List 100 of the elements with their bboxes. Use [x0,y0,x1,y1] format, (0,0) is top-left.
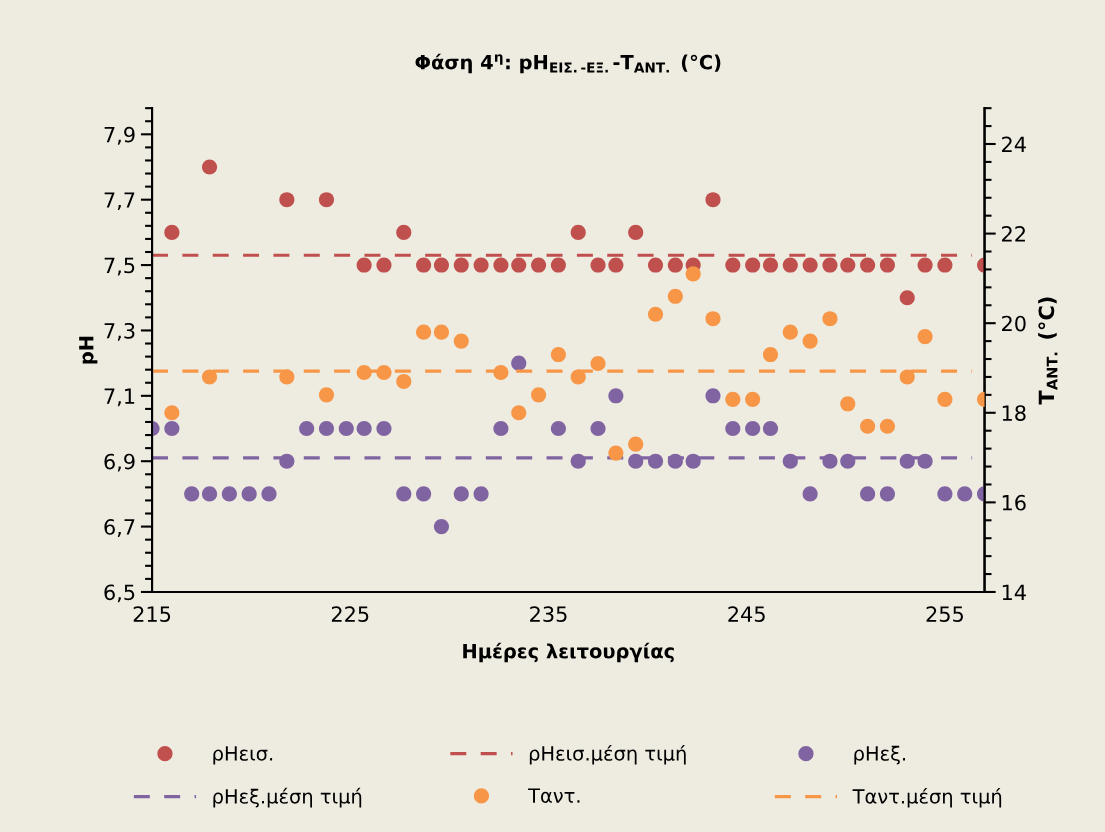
point [762,420,779,437]
point [937,486,953,502]
point [860,418,876,434]
point [667,453,683,469]
point [822,311,838,327]
point [917,257,933,273]
point [590,355,606,372]
point [782,324,798,340]
point [590,257,606,273]
point [628,436,644,452]
point [318,387,335,403]
point [745,391,761,407]
point [299,420,315,437]
point [550,347,566,363]
point [705,311,721,327]
point [917,329,933,345]
point [590,420,606,437]
point [376,364,392,381]
point [685,266,701,282]
y-tick-label: 7,9 [104,126,135,145]
point [725,391,741,407]
point [201,159,218,175]
y-tick-label: 7,7 [104,192,135,211]
point [745,257,761,273]
point [261,486,277,502]
y2-tick-label: 14 [1002,584,1026,600]
point [318,192,335,208]
y2-tick-label: 22 [1002,226,1025,242]
y-tick-label: 7,1 [104,388,135,407]
point [356,257,372,273]
x-tick-label: 255 [926,606,963,622]
point [705,192,721,208]
point [164,224,180,240]
point [473,257,489,273]
point [201,486,218,502]
legend-label: Ταντ.μέση τιμή [852,787,1002,808]
y-tick-label: 6,5 [104,584,135,603]
point [164,420,180,437]
point [396,373,412,389]
point [802,333,818,349]
point [550,420,566,437]
point [338,420,354,437]
x-tick-label: 225 [331,606,369,622]
chart-title: Φάση 4$^{η}$: pH$_{ΕΙΣ.‐ΕΞ.}$-T$_{ΑΝΤ.}$ (°C) [415,53,721,74]
point [628,453,644,469]
point [647,453,664,469]
y-tick-label: 6,9 [104,453,135,472]
point [550,257,566,273]
point [318,420,335,437]
point [899,290,915,306]
point [570,453,586,469]
point [279,192,295,208]
point [840,257,856,273]
y2-tick-label: 16 [1002,494,1026,511]
legend-label: ρHεξ. [854,745,906,765]
point [396,486,412,502]
x-tick-label: 235 [530,606,567,622]
point [899,453,915,469]
point [201,369,218,385]
point [416,257,432,273]
point [822,257,838,273]
point [279,453,295,469]
point [493,420,509,437]
point [433,519,449,535]
legend-label: ρHεισ. [213,746,273,765]
point [511,257,527,273]
y-axis-title: pH [79,336,98,364]
point [356,364,372,381]
point [570,369,586,385]
point [453,333,469,349]
point [608,257,624,273]
x-axis-title: Ημέρες λειτουργίας [463,642,674,663]
point [570,224,586,240]
point [396,224,412,240]
point [667,288,683,304]
point [493,364,509,381]
point [725,257,741,273]
point [433,257,449,273]
point [802,486,818,502]
point [184,486,200,502]
point [725,420,741,437]
point [493,257,509,273]
point [531,387,547,403]
y2-tick-label: 18 [1002,405,1026,421]
point [241,486,257,502]
point [628,224,644,240]
y2-axis-title: T$_{ΑΝΤ.}$ (°C) [1038,297,1058,405]
point [511,405,527,421]
x-tick-label: 215 [133,606,171,622]
point [879,418,895,434]
point [762,347,779,363]
point [376,420,392,437]
point [879,257,895,273]
point [531,257,547,273]
legend-label: ρHεισ.μέση τιμή [529,744,686,765]
point [840,396,856,412]
point [647,257,664,273]
point [416,324,432,340]
point [608,388,624,404]
point [860,257,876,273]
